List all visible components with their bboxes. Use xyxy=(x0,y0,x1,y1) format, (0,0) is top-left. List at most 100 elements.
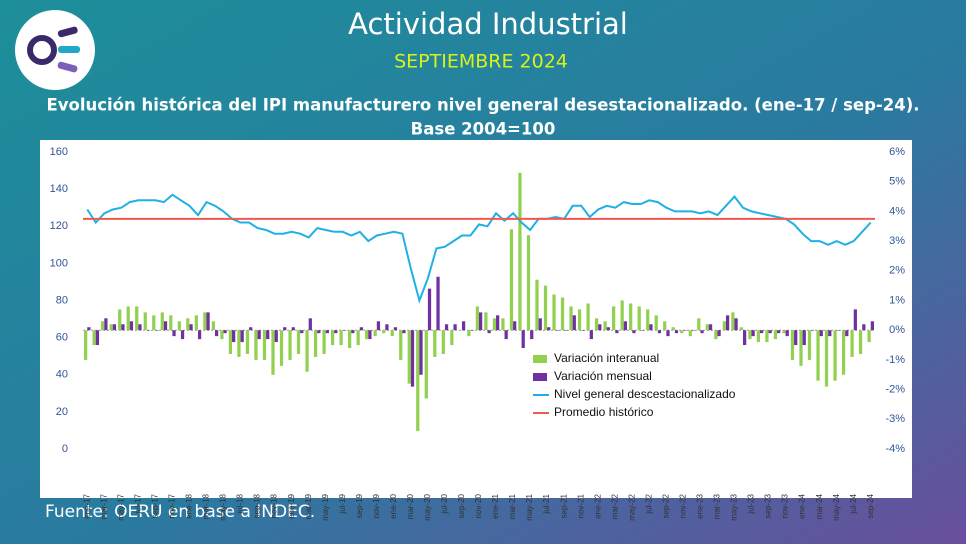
x-tick-label: jul-21 xyxy=(542,493,551,514)
bar xyxy=(254,330,258,360)
bar xyxy=(530,330,534,340)
legend-label: Promedio histórico xyxy=(554,405,654,419)
bar xyxy=(836,330,840,331)
x-tick-label: sep-24 xyxy=(866,493,875,518)
bar xyxy=(266,330,270,340)
bar xyxy=(564,330,568,331)
bar xyxy=(725,315,730,331)
bar xyxy=(257,330,261,340)
bar xyxy=(189,324,193,331)
bar xyxy=(487,330,491,334)
bar xyxy=(552,294,556,331)
bar xyxy=(666,330,670,337)
x-tick-label: ene-19 xyxy=(287,493,296,518)
bar xyxy=(691,330,696,331)
bar xyxy=(867,330,871,343)
bar xyxy=(262,330,267,360)
line xyxy=(86,193,872,304)
x-tick-label: may-24 xyxy=(832,493,841,520)
bar xyxy=(598,324,602,331)
bar xyxy=(620,300,624,331)
bar xyxy=(450,330,454,346)
bar xyxy=(433,330,437,357)
bar xyxy=(296,330,301,354)
bar xyxy=(547,327,551,331)
bar xyxy=(674,330,679,334)
chart-subtitle: Base 2004=100 xyxy=(411,120,556,139)
bar xyxy=(427,288,432,331)
bar xyxy=(683,330,687,331)
bar xyxy=(121,324,125,331)
bar xyxy=(152,315,156,331)
bar xyxy=(339,330,343,346)
y-tick-label: 40 xyxy=(56,369,68,381)
bar xyxy=(155,330,159,331)
legend-swatch xyxy=(533,355,547,363)
x-tick-label: jul-20 xyxy=(440,493,449,514)
bar xyxy=(351,330,355,334)
bar xyxy=(237,330,241,357)
bar xyxy=(441,330,445,354)
bar xyxy=(160,312,164,331)
bar xyxy=(623,321,628,331)
bar xyxy=(538,318,542,331)
x-tick-label: sep-19 xyxy=(355,493,364,518)
logo xyxy=(15,10,95,90)
bar xyxy=(697,318,701,331)
bar xyxy=(424,330,428,399)
x-tick-label: mar-19 xyxy=(304,493,313,519)
y2-tick-label: 6% xyxy=(889,146,905,158)
bar xyxy=(629,303,633,331)
bar xyxy=(496,315,500,331)
bar xyxy=(768,330,772,334)
y2-tick-label: 5% xyxy=(889,176,905,188)
bar xyxy=(228,330,233,354)
bar xyxy=(714,330,718,340)
bar xyxy=(232,330,236,343)
x-tick-label: nov-21 xyxy=(576,493,585,518)
x-tick-label: sep-21 xyxy=(559,493,568,518)
bar xyxy=(220,330,224,340)
x-tick-label: nov-22 xyxy=(678,493,687,518)
bar xyxy=(853,309,857,331)
bar xyxy=(194,315,198,331)
x-tick-label: ene-23 xyxy=(696,493,705,518)
bar xyxy=(743,330,747,346)
bar xyxy=(782,330,786,334)
bar xyxy=(845,330,849,337)
bar xyxy=(492,318,497,331)
bar xyxy=(135,306,139,331)
y-tick-label: 80 xyxy=(56,294,68,306)
bar xyxy=(177,321,181,331)
y-tick-label: 60 xyxy=(56,332,68,344)
y2-tick-label: -3% xyxy=(885,413,905,425)
source: Fuente: OERU en base a INDEC. xyxy=(45,502,315,522)
bar xyxy=(206,312,210,331)
x-tick-label: may-21 xyxy=(525,493,534,520)
bar xyxy=(92,330,96,346)
y2-tick-label: 3% xyxy=(889,235,905,247)
y-tick-label: 0 xyxy=(62,443,68,455)
legend-label: Variación mensual xyxy=(554,369,652,383)
bar xyxy=(594,318,599,331)
bar xyxy=(84,330,88,360)
bar xyxy=(657,330,662,334)
x-tick-label: jul-18 xyxy=(236,493,245,514)
bar xyxy=(271,330,275,375)
x-tick-label: nov-17 xyxy=(168,493,177,518)
x-tick-label: ene-18 xyxy=(185,493,194,518)
bar xyxy=(680,330,684,334)
bar xyxy=(731,312,735,331)
x-tick-label: may-17 xyxy=(116,493,125,520)
bar xyxy=(368,330,372,340)
bar xyxy=(211,321,215,331)
bar xyxy=(419,330,423,375)
bar xyxy=(197,330,202,340)
bar xyxy=(101,321,105,331)
bar xyxy=(458,330,462,331)
legend-label: Nivel general descestacionalizado xyxy=(554,387,736,401)
bar xyxy=(671,327,675,331)
y-tick-label: 100 xyxy=(50,257,68,269)
bar xyxy=(785,330,789,337)
x-tick-label: nov-23 xyxy=(781,493,790,518)
